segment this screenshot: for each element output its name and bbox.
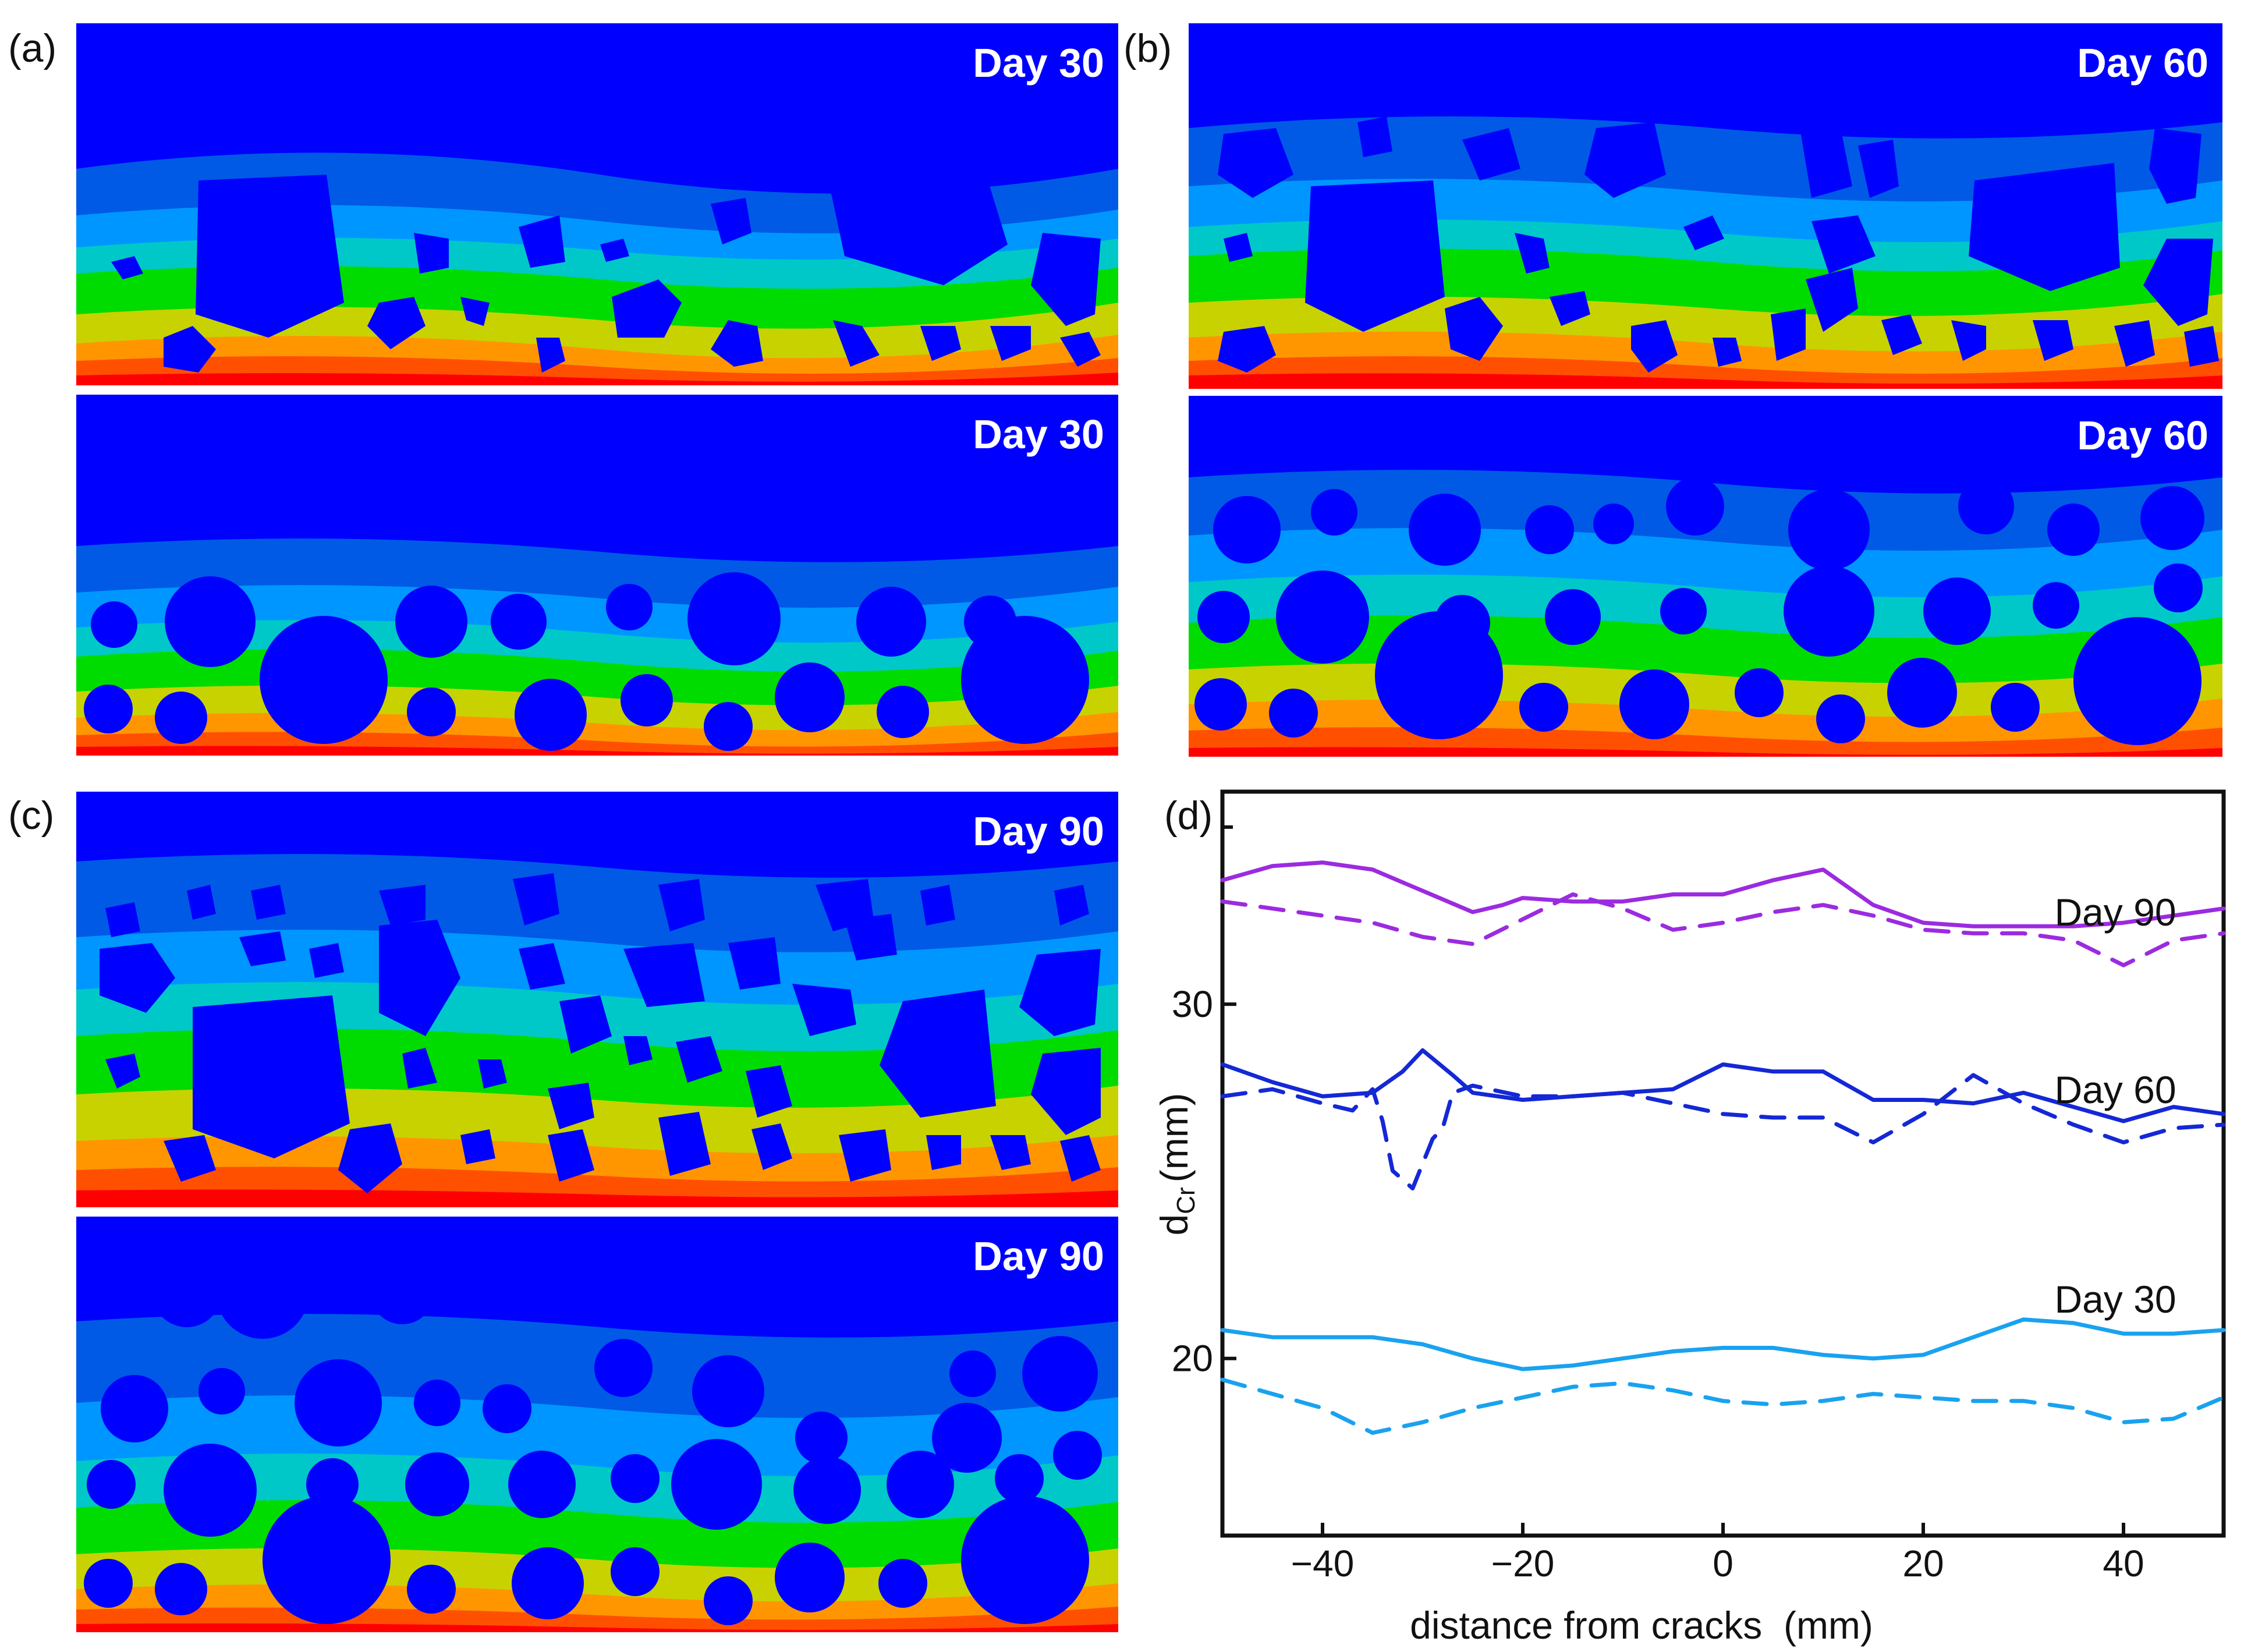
series-day-60-solid	[1220, 1048, 2226, 1123]
x-axis-label: distance from cracks (mm)	[1410, 1604, 1873, 1647]
x-tick-label: 20	[1902, 1543, 1944, 1584]
y-axis-label-sub: Cr	[1172, 1187, 1200, 1214]
day-label-c-bottom: Day 90	[973, 1233, 1104, 1279]
field-b-bottom	[1189, 396, 2222, 757]
panel-c-top: Day 90	[76, 792, 1118, 1207]
field-c-bottom	[76, 1217, 1118, 1632]
field-b-top	[1189, 23, 2222, 389]
day-label-c-top: Day 90	[973, 809, 1104, 854]
label-b: (b)	[1123, 26, 1172, 70]
series-day-30-solid	[1220, 1317, 2226, 1371]
series-day-90-solid	[1220, 860, 2226, 928]
panel-a-top: Day 30	[76, 23, 1118, 385]
panel-b-bottom: Day 60	[1189, 396, 2222, 757]
series-day-60-dashed	[1220, 1073, 2226, 1191]
day-label-b-bottom: Day 60	[2077, 413, 2208, 458]
y-tick-label: 30	[1172, 983, 1213, 1025]
series-day-90-dashed	[1220, 892, 2226, 967]
field-a-top	[76, 23, 1118, 385]
x-tick-label: −40	[1291, 1543, 1355, 1584]
series-day-30-dashed	[1220, 1377, 2226, 1435]
y-axis-label-unit: (mm)	[1153, 1093, 1196, 1182]
label-a: (a)	[8, 26, 57, 70]
label-c: (c)	[8, 793, 55, 838]
panel-c-bottom: Day 90	[76, 1217, 1118, 1632]
x-tick-label: 0	[1713, 1543, 1733, 1584]
series-annotation: Day 60	[2054, 1068, 2176, 1111]
x-tick-label: 40	[2103, 1543, 2144, 1584]
y-axis-label: dCr (mm)	[1153, 1093, 1200, 1235]
day-label-b-top: Day 60	[2077, 40, 2208, 86]
panel-b-top: Day 60	[1189, 23, 2222, 389]
svg-text:dCr(mm): dCr (mm)	[1153, 1093, 1200, 1235]
series-annotation: Day 30	[2054, 1278, 2176, 1321]
field-a-bottom	[76, 395, 1118, 756]
day-label-a-top: Day 30	[973, 40, 1104, 86]
x-tick-label: −20	[1491, 1543, 1555, 1584]
day-label-a-bottom: Day 30	[973, 412, 1104, 457]
y-axis-label-main: d	[1153, 1214, 1196, 1236]
label-d: (d)	[1164, 793, 1213, 838]
y-tick-label: 20	[1172, 1338, 1213, 1380]
series-annotation: Day 90	[2054, 891, 2176, 934]
field-c-top	[76, 792, 1118, 1207]
panel-a-bottom: Day 30	[76, 395, 1118, 756]
